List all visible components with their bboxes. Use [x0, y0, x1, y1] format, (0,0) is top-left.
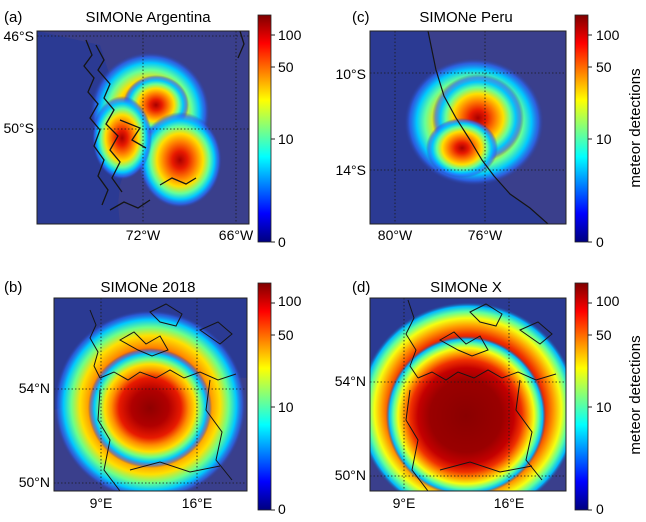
- colorbar-a-tick-10: 10: [278, 131, 294, 147]
- colorbar-b-tick-0: 0: [278, 501, 286, 517]
- colorbar-c: 100 50 10 0 meteor detections: [574, 14, 644, 250]
- panel-a-ylabel-1: 46°S: [3, 28, 34, 44]
- colorbar-c-bar: [574, 14, 589, 243]
- colorbar-c-tick-0: 0: [596, 234, 604, 250]
- colorbar-d-tick-50: 50: [596, 327, 612, 343]
- colorbar-a-tick-100: 100: [278, 27, 302, 43]
- map-a-coastline-4: [119, 119, 147, 149]
- colorbar-b-tick-10: 10: [278, 399, 294, 415]
- colorbar-c-tick-100: 100: [596, 27, 620, 43]
- map-a-density-3: [92, 96, 152, 180]
- map-b-coastline-3: [149, 303, 183, 327]
- colorbar-c-label: meteor detections: [627, 68, 644, 187]
- panel-c: (c) SIMONe Peru 10°S 14°S 80°W 76°W: [335, 9, 567, 243]
- map-d-coastline-0: [405, 299, 419, 379]
- colorbar-d-tick-0: 0: [596, 501, 604, 517]
- panel-b-title: SIMONe 2018: [100, 279, 195, 296]
- panel-d-ylabel-2: 50°N: [335, 467, 366, 483]
- map-b-coastline-1: [99, 369, 237, 381]
- panel-c-letter: (c): [352, 9, 370, 26]
- colorbar-b: 100 50 10 0: [257, 282, 302, 517]
- panel-d: (d) SIMONe X 54°N 50°N 9°E 16°E: [335, 279, 567, 511]
- map-d-coastline-5: [405, 389, 429, 491]
- map-c-coastline-0: [427, 31, 549, 224]
- map-a-coastline-0: [83, 39, 109, 206]
- map-d-coastline-6: [515, 379, 543, 481]
- panel-d-xlabel-2: 16°E: [494, 495, 525, 511]
- map-d-coastline-2: [438, 331, 489, 357]
- colorbar-b-tick-100: 100: [278, 293, 302, 309]
- map-a-plot-area: [37, 31, 249, 224]
- panel-a-map: [36, 30, 250, 225]
- panel-d-title: SIMONe X: [430, 279, 502, 296]
- map-b-coastline-5: [97, 389, 121, 491]
- map-c-plot-area: [370, 31, 566, 224]
- map-b-coastline-2: [118, 331, 169, 357]
- colorbar-a-bar: [257, 14, 272, 243]
- colorbar-c-tick-50: 50: [596, 59, 612, 75]
- panel-c-xlabel-1: 80°W: [378, 227, 413, 243]
- panel-d-map: [369, 297, 567, 492]
- map-a-coastline-2: [109, 199, 151, 211]
- map-a-coastline-1: [95, 44, 123, 193]
- colorbar-a-tick-50: 50: [278, 59, 294, 75]
- map-b-frame: [53, 297, 248, 492]
- panel-a-letter: (a): [4, 9, 22, 26]
- panel-a: (a) SIMONe Argentina 46°S 50°S 72°W 66°W: [3, 9, 253, 243]
- map-b-coastline-6: [205, 379, 233, 481]
- colorbar-d-label: meteor detections: [627, 335, 644, 454]
- map-d-plot-area: [370, 298, 566, 491]
- colorbar-a-tick-0: 0: [278, 234, 286, 250]
- map-b-plot-area: [54, 298, 247, 491]
- panel-d-xlabel-1: 9°E: [393, 495, 416, 511]
- panel-a-ylabel-2: 50°S: [3, 120, 34, 136]
- panel-c-xlabel-2: 76°W: [468, 227, 503, 243]
- panel-b-letter: (b): [4, 279, 22, 296]
- panel-c-ylabel-1: 10°S: [335, 66, 366, 82]
- map-c-frame: [369, 30, 567, 225]
- colorbar-d-tick-10: 10: [596, 399, 612, 415]
- panel-c-title: SIMONe Peru: [419, 9, 512, 26]
- panel-b-ylabel-1: 54°N: [19, 380, 50, 396]
- panel-a-xlabel-2: 66°W: [219, 227, 254, 243]
- panel-a-title: SIMONe Argentina: [85, 9, 211, 26]
- map-d-coastline-7: [439, 461, 533, 473]
- panel-b-ylabel-2: 50°N: [19, 474, 50, 490]
- map-a-density-2: [138, 112, 222, 208]
- panel-b-xlabel-1: 9°E: [90, 495, 113, 511]
- map-b-coastline-4: [198, 321, 233, 345]
- colorbar-d-bar: [574, 282, 589, 511]
- panel-b-map: [53, 297, 248, 492]
- colorbar-a: 100 50 10 0: [257, 14, 302, 250]
- map-d-coastline-3: [469, 303, 503, 327]
- panel-d-letter: (d): [352, 279, 370, 296]
- panel-c-map: [369, 30, 567, 225]
- colorbar-b-tick-50: 50: [278, 327, 294, 343]
- map-a-frame: [36, 30, 250, 225]
- map-d-density-1: [386, 336, 546, 491]
- panel-b-xlabel-2: 16°E: [182, 495, 213, 511]
- colorbar-c-tick-10: 10: [596, 131, 612, 147]
- panel-a-xlabel-1: 72°W: [126, 227, 161, 243]
- colorbar-d-tick-100: 100: [596, 293, 620, 309]
- colorbar-b-bar: [257, 282, 272, 511]
- map-d-coastline-1: [417, 369, 557, 381]
- map-b-coastline-7: [129, 461, 221, 473]
- colorbar-d: 100 50 10 0 meteor detections: [574, 282, 644, 517]
- panel-d-ylabel-1: 54°N: [335, 373, 366, 389]
- map-d-coastline-4: [518, 321, 553, 345]
- map-d-frame: [369, 297, 567, 492]
- map-b-coastline-0: [89, 309, 101, 379]
- map-a-coastline-5: [237, 31, 245, 59]
- panel-c-ylabel-2: 14°S: [335, 162, 366, 178]
- map-c-density-2: [426, 118, 498, 178]
- map-a-coastline-3: [159, 177, 197, 186]
- panel-b: (b) SIMONe 2018 54°N 50°N 9°E 16°E: [4, 279, 248, 511]
- map-b-density-1: [88, 348, 212, 468]
